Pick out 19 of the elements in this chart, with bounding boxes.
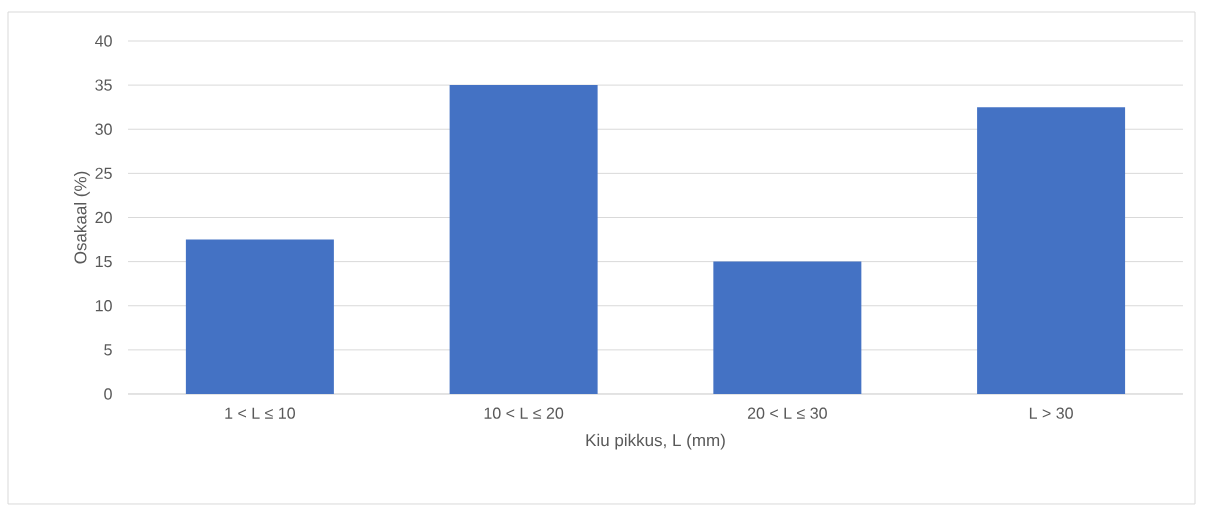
x-axis-title: Kiu pikkus, L (mm) <box>586 433 725 450</box>
bar <box>713 261 862 394</box>
y-tick-label: 5 <box>104 344 112 356</box>
x-tick-label: 1 < L ≤ 10 <box>225 407 295 419</box>
bar <box>449 85 598 394</box>
y-tick-label: 10 <box>95 300 112 312</box>
y-tick-label: 40 <box>95 35 112 47</box>
x-tick-label: 20 < L ≤ 30 <box>747 407 827 419</box>
y-tick-label: 30 <box>95 123 112 135</box>
y-tick-label: 0 <box>104 388 112 400</box>
bar <box>185 239 334 394</box>
y-axis-title: Osakaal (%) <box>73 171 90 264</box>
x-tick-label: L > 30 <box>1029 407 1073 419</box>
x-tick-label: 10 < L ≤ 20 <box>484 407 564 419</box>
y-tick-label: 35 <box>95 79 112 91</box>
bar <box>977 107 1126 394</box>
y-tick-label: 15 <box>95 256 112 268</box>
y-tick-label: 20 <box>95 211 112 224</box>
y-tick-label: 25 <box>95 167 112 180</box>
